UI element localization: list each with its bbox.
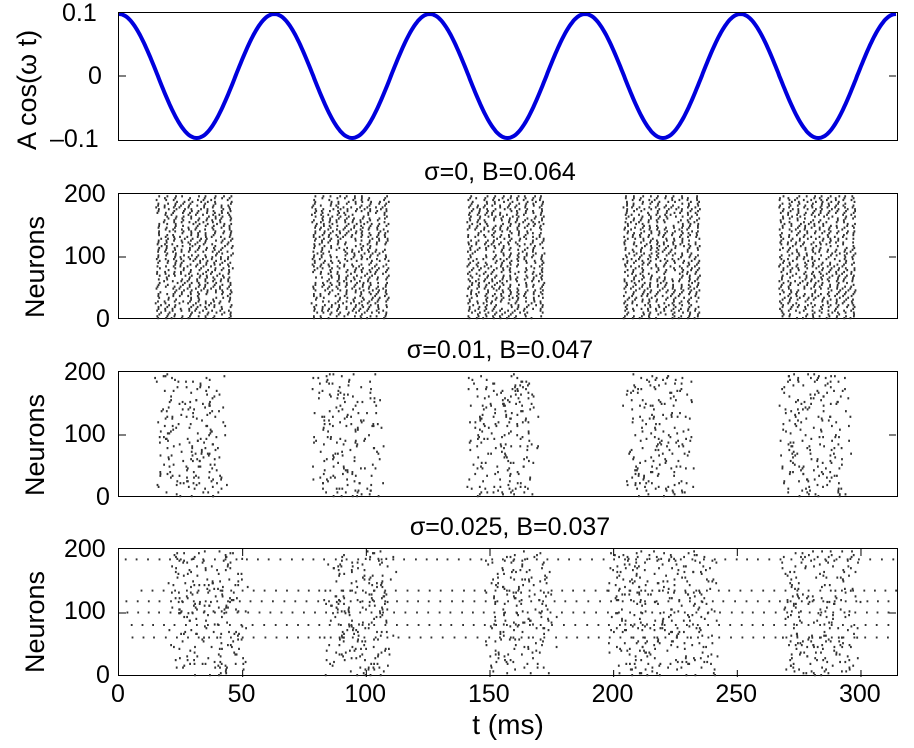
ytick-100: 100 [64,597,106,625]
ylabel-neurons-4: Neurons [20,570,50,673]
xlabel: t (ms) [472,709,544,740]
ytick-0: 0 [96,305,110,333]
title-panel3: σ=0.01, B=0.047 [406,336,594,364]
xtick-100: 100 [344,680,387,708]
cosine-plot [119,13,897,141]
ytick-200: 200 [64,535,106,563]
ytick-200: 200 [64,180,106,208]
ytick-100: 100 [64,242,106,270]
xtick-0: 0 [111,680,125,708]
raster-panel-sigma0.01 [118,371,898,498]
ytick-neg0.1: –0.1 [50,125,99,153]
raster-plot [119,549,897,677]
title-panel2: σ=0, B=0.064 [424,158,576,186]
raster-plot [119,373,896,498]
xtick-300: 300 [838,680,881,708]
title-panel4: σ=0.025, B=0.037 [409,513,611,541]
ytick-0: 0 [96,483,110,511]
raster-panel-sigma0.025 [118,548,898,677]
ylabel-neurons-2: Neurons [20,215,50,318]
raster-panel-sigma0 [118,193,898,320]
ytick-0.1: 0.1 [62,0,97,27]
raster-plot [119,195,896,320]
ytick-200: 200 [64,358,106,386]
xtick-50: 50 [227,680,256,708]
xtick-150: 150 [467,680,510,708]
xtick-200: 200 [591,680,634,708]
ytick-0: 0 [88,62,102,90]
ytick-100: 100 [64,420,106,448]
cosine-panel [118,12,898,141]
ylabel-cos: A cos(ω t) [12,29,42,150]
xtick-250: 250 [715,680,758,708]
ytick-0: 0 [96,661,110,689]
ylabel-neurons-3: Neurons [20,393,50,496]
